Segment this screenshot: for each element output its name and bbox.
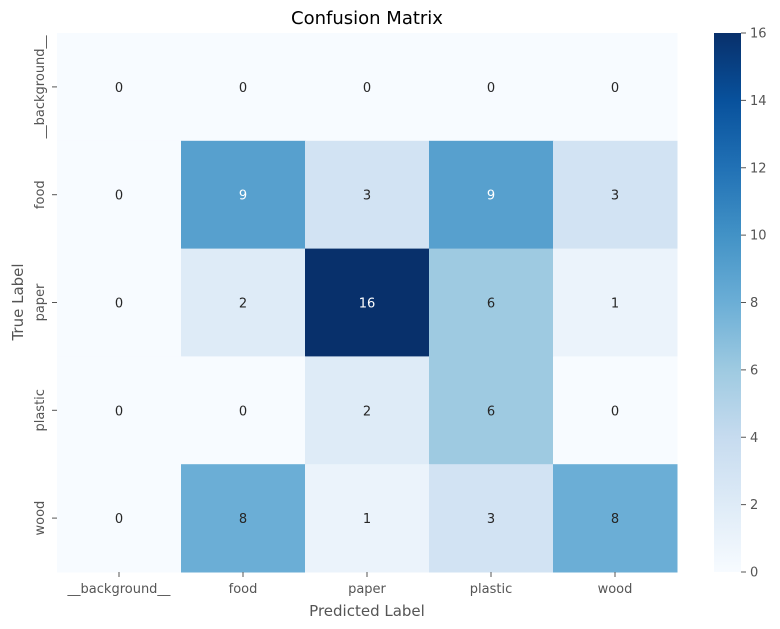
- heatmap-cell: [429, 356, 554, 465]
- cell-value-label: 9: [239, 189, 247, 204]
- heatmap-cell: [57, 140, 182, 250]
- cell-value-label: 0: [611, 404, 619, 419]
- x-tick-label: __background__: [67, 582, 171, 597]
- colorbar-tick-label: 10: [750, 229, 767, 244]
- cell-value-label: 0: [115, 404, 123, 419]
- heatmap-cell: [181, 356, 306, 465]
- heatmap-cell: [429, 464, 554, 573]
- x-tick-label: food: [229, 582, 258, 597]
- cell-value-label: 0: [115, 297, 123, 312]
- heatmap-cell: [553, 356, 678, 465]
- heatmap-cell: [553, 140, 678, 250]
- cell-value-label: 0: [487, 81, 495, 96]
- cell-value-label: 0: [363, 81, 371, 96]
- cell-value-label: 0: [115, 81, 123, 96]
- cell-value-label: 2: [363, 404, 371, 419]
- y-tick-label: wood: [33, 501, 48, 536]
- colorbar-tick-label: 12: [750, 161, 767, 176]
- cell-value-label: 1: [363, 512, 371, 527]
- heatmap-cell: [305, 33, 430, 142]
- heatmap-cell: [305, 140, 430, 250]
- heatmap-cell: [305, 464, 430, 573]
- heatmap-cell: [553, 248, 678, 357]
- heatmap-cell: [429, 248, 554, 357]
- cell-value-label: 6: [487, 404, 495, 419]
- heatmap-cells: 0 0 0 0 0 0 9 3 9 3 0 2 16 6 1 0 0 2 6 0 0 8 1 3 8: [57, 33, 678, 573]
- colorbar-ticks: 0 2 4 6 8 10 12 14 16: [741, 27, 767, 581]
- y-tick-label: plastic: [33, 389, 48, 431]
- y-axis-label: True Label: [9, 263, 27, 341]
- heatmap-cell: [181, 464, 306, 573]
- x-tick-label: paper: [348, 582, 386, 597]
- colorbar-tick-label: 6: [750, 363, 758, 378]
- heatmap-cell: [57, 356, 182, 465]
- heatmap-cell: [181, 140, 306, 250]
- heatmap-cell: [429, 140, 554, 250]
- x-axis-ticks: __background__ food paper plastic wood: [67, 572, 633, 597]
- cell-value-label: 8: [239, 512, 247, 527]
- heatmap-cell: [305, 248, 430, 357]
- y-tick-label: __background__: [33, 35, 48, 139]
- colorbar-tick-label: 4: [750, 431, 758, 446]
- x-tick-label: plastic: [470, 582, 512, 597]
- colorbar: [714, 33, 741, 572]
- heatmap-cell: [553, 464, 678, 573]
- y-tick-label: paper: [33, 283, 48, 321]
- heatmap-cell: [181, 248, 306, 357]
- cell-value-label: 16: [359, 297, 376, 312]
- heatmap-cell: [57, 464, 182, 573]
- heatmap-cell: [181, 33, 306, 142]
- heatmap-cell: [553, 33, 678, 142]
- cell-value-label: 8: [611, 512, 619, 527]
- heatmap-cell: [57, 248, 182, 357]
- cell-value-label: 0: [611, 81, 619, 96]
- y-tick-label: food: [33, 180, 48, 209]
- heatmap-cell: [57, 33, 182, 142]
- colorbar-tick-label: 8: [750, 296, 758, 311]
- colorbar-tick-label: 14: [750, 94, 767, 109]
- cell-value-label: 3: [611, 189, 619, 204]
- heatmap-cell: [305, 356, 430, 465]
- cell-value-label: 3: [363, 189, 371, 204]
- cell-value-label: 0: [115, 512, 123, 527]
- cell-value-label: 2: [239, 297, 247, 312]
- colorbar-tick-label: 16: [750, 27, 767, 42]
- x-tick-label: wood: [598, 582, 633, 597]
- colorbar-tick-label: 0: [750, 566, 758, 581]
- cell-value-label: 1: [611, 297, 619, 312]
- colorbar-tick-label: 2: [750, 498, 758, 513]
- y-axis-ticks: __background__food paper plastic wood: [33, 35, 57, 536]
- cell-value-label: 6: [487, 297, 495, 312]
- cell-value-label: 3: [487, 512, 495, 527]
- cell-value-label: 0: [115, 189, 123, 204]
- cell-value-label: 0: [239, 81, 247, 96]
- heatmap-cell: [429, 33, 554, 142]
- cell-value-label: 0: [239, 404, 247, 419]
- x-axis-label: Predicted Label: [309, 602, 425, 620]
- chart-title: Confusion Matrix: [291, 8, 443, 29]
- cell-value-label: 9: [487, 189, 495, 204]
